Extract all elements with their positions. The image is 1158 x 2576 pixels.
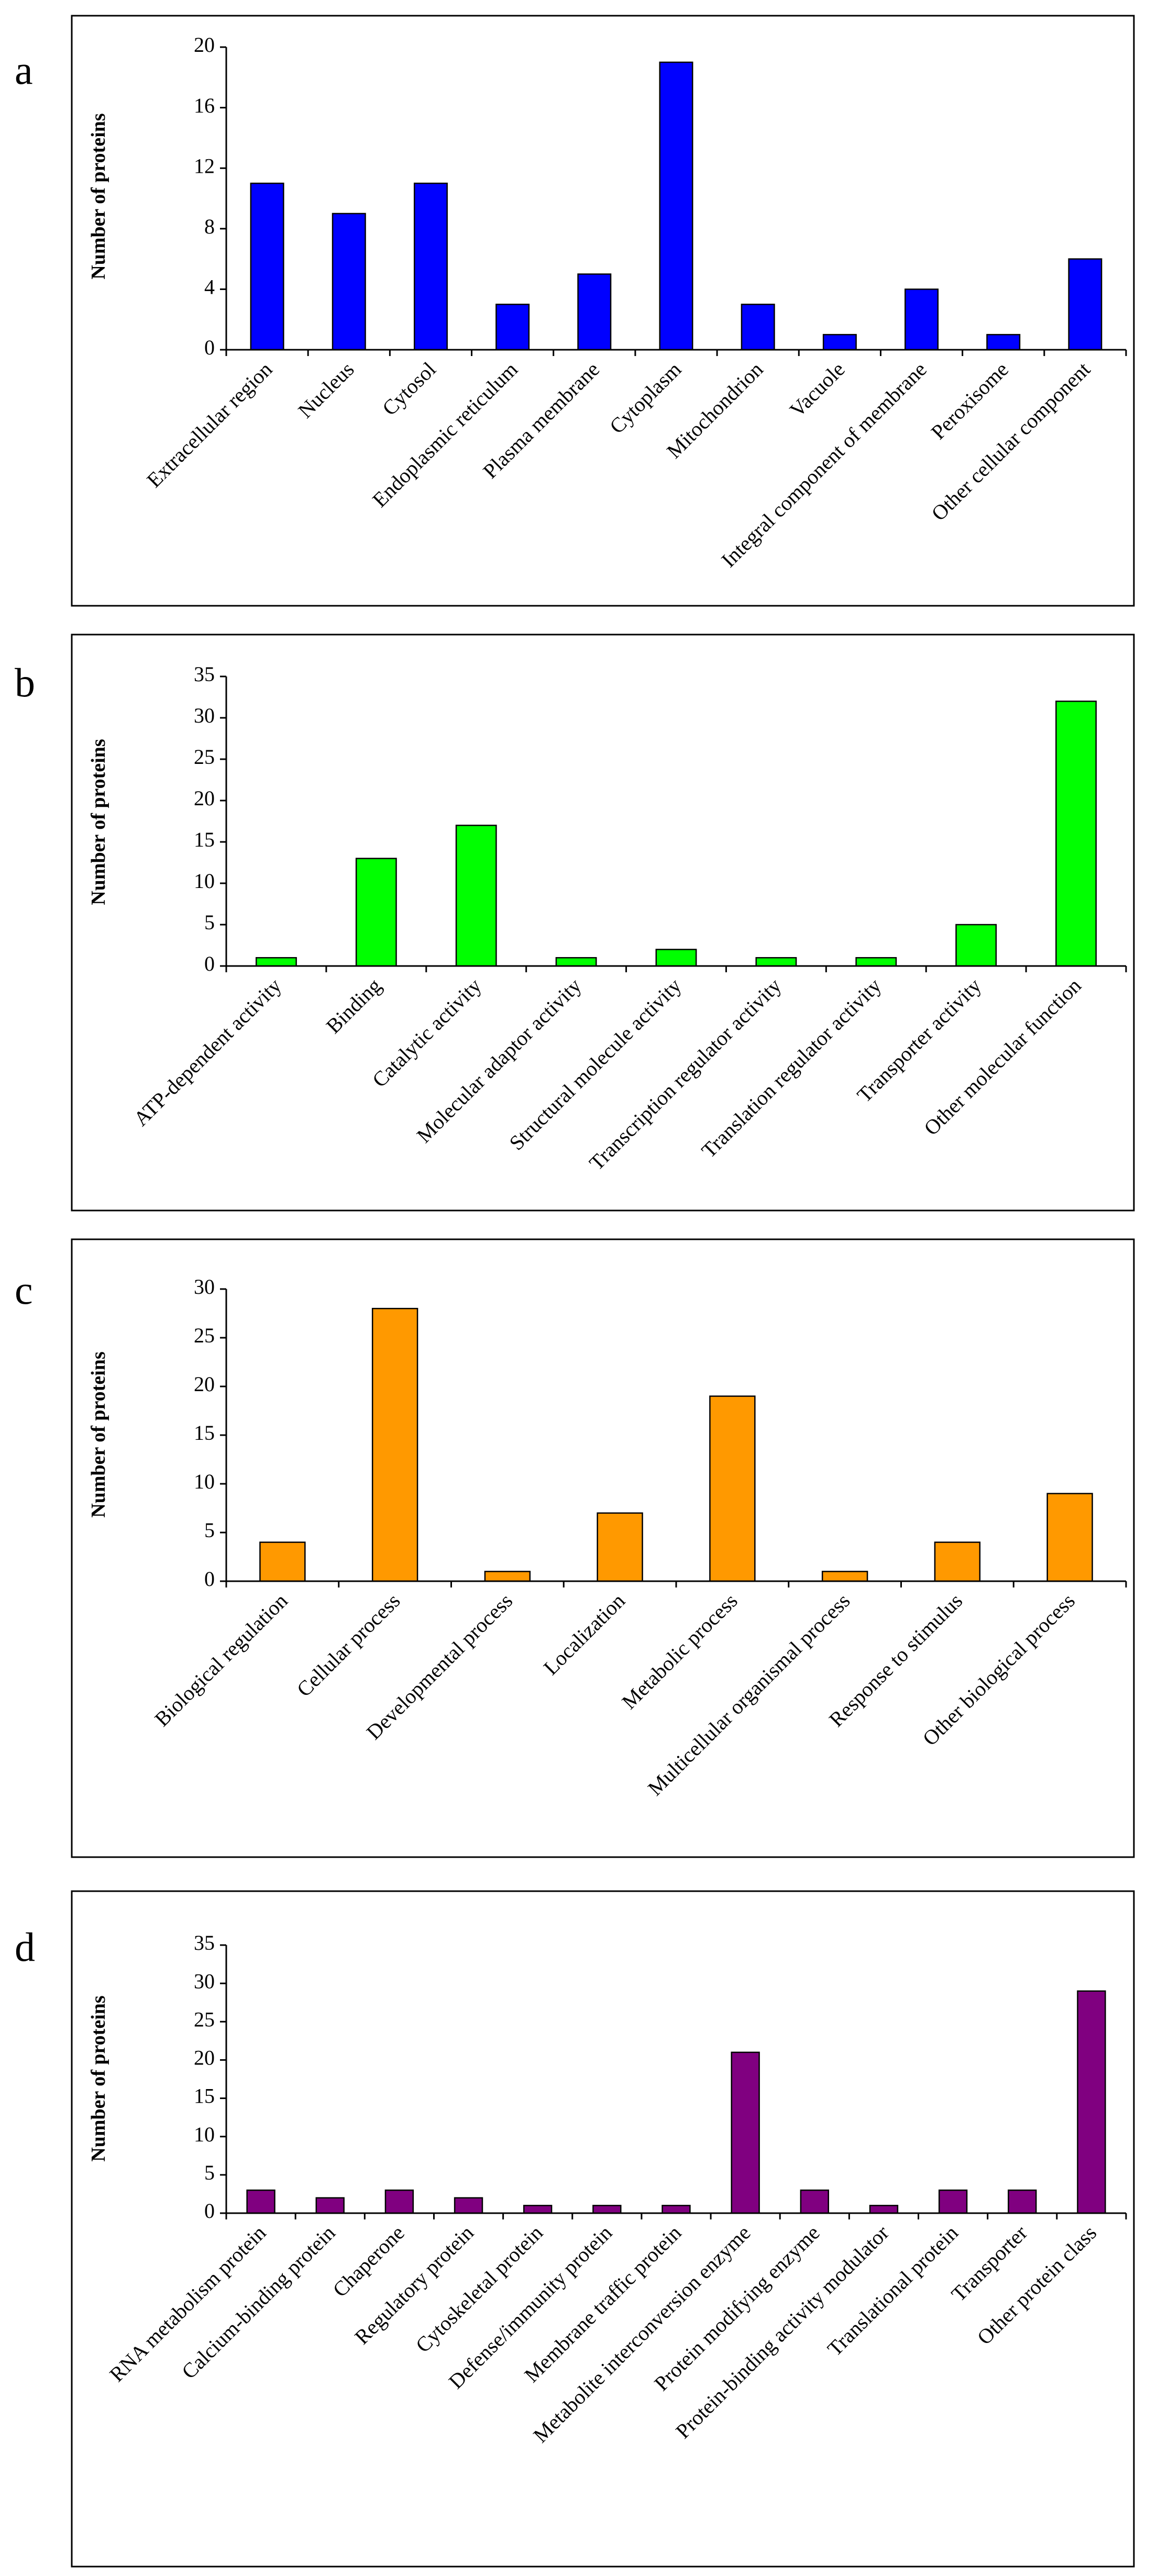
panel-b-bar-molecular-adaptor-activity (555, 957, 597, 967)
panel-a-bar-cytoplasm (659, 61, 693, 351)
panel-a-bar-integral-component-of-membrane (905, 288, 939, 351)
panel-b-ytick-label: 20 (194, 786, 215, 810)
panel-a-bar-plasma-membrane (577, 273, 612, 351)
panel-c-ytick-label: 20 (194, 1372, 215, 1396)
panel-a-bar-vacuole (822, 334, 857, 351)
panel-b-ytick-label: 10 (194, 869, 215, 893)
panel-c-bar-localization (597, 1512, 643, 1582)
panel-b-bar-other-molecular-function (1055, 701, 1097, 967)
panel-d-bar-calcium-binding-protein (315, 2197, 345, 2214)
panel-b-ytick-label: 35 (194, 662, 215, 686)
panel-d-ylabel: Number of proteins (87, 1995, 109, 2161)
panel-d-letter: d (15, 1924, 35, 1970)
panel-d-bar-translational-protein (938, 2189, 968, 2214)
panel-a: a Number of proteins048121620Extracellul… (15, 15, 1135, 607)
panel-b-ytick-label: 5 (204, 911, 215, 934)
panel-b-ylabel: Number of proteins (87, 739, 109, 905)
panel-b-letter: b (15, 660, 35, 705)
panel-a-bar-endoplasmic-reticulum (495, 304, 530, 351)
panel-a-ytick-label: 0 (204, 336, 215, 359)
panel-c-letter: c (15, 1267, 33, 1313)
panel-a-ytick-label: 12 (194, 154, 215, 177)
panel-a-bar-other-cellular-component (1068, 258, 1102, 351)
panel-a-bar-mitochondrion (741, 304, 775, 351)
panel-c: c Number of proteins051015202530Biologic… (15, 1238, 1135, 1858)
panel-c-bar-biological-regulation (259, 1541, 306, 1582)
panel-d-bar-other-protein-class (1077, 1990, 1106, 2214)
panel-c-bar-cellular-process (371, 1307, 418, 1582)
panel-d-ytick-label: 0 (204, 2199, 215, 2223)
panel-b-bar-transcription-regulator-activity (755, 957, 797, 967)
panel-d-bar-defense-immunity-protein (592, 2205, 622, 2214)
panel-b-bar-transporter-activity (955, 924, 997, 967)
panel-c-bar-multicellular-organismal-process (821, 1571, 868, 1582)
panel-b-bar-catalytic-activity (455, 825, 497, 967)
panel-a-ytick-label: 8 (204, 215, 215, 238)
panel-b-frame (71, 634, 1135, 1212)
panel-c-ytick-label: 25 (194, 1324, 215, 1347)
panel-c-ytick-label: 0 (204, 1567, 215, 1591)
panel-d-bar-cytoskeletal-protein (523, 2205, 553, 2214)
panel-a-letter: a (15, 47, 33, 93)
panel-d-ytick-label: 10 (194, 2123, 215, 2146)
panel-c-bar-other-biological-process (1046, 1493, 1093, 1582)
panel-a-bar-peroxisome (986, 334, 1021, 351)
panel-d-ytick-label: 15 (194, 2084, 215, 2108)
panel-b-ytick-label: 15 (194, 828, 215, 851)
panel-a-ytick-label: 16 (194, 94, 215, 117)
panel-c-bar-developmental-process (484, 1571, 531, 1582)
panel-d-bar-rna-metabolism-protein (246, 2189, 275, 2214)
panel-d-bar-metabolite-interconversion-enzyme (731, 2051, 760, 2214)
panel-d-bar-protein-modifying-enzyme (800, 2189, 829, 2214)
panel-b-ytick-label: 25 (194, 745, 215, 769)
panel-c-ytick-label: 10 (194, 1470, 215, 1493)
panel-d-ytick-label: 20 (194, 2046, 215, 2070)
panel-d-bar-protein-binding-activity-modulator (869, 2205, 899, 2214)
panel-d-ytick-label: 25 (194, 2007, 215, 2031)
panel-c-ytick-label: 15 (194, 1421, 215, 1445)
panel-a-bar-extracellular-region (250, 182, 284, 351)
panel-b-bar-translation-regulator-activity (855, 957, 897, 967)
panel-c-bar-metabolic-process (709, 1395, 756, 1582)
panel-b-bar-binding (355, 858, 397, 967)
panel-a-ytick-label: 4 (204, 275, 215, 299)
panel-c-ytick-label: 30 (194, 1275, 215, 1298)
panel-a-bar-cytosol (413, 182, 448, 351)
panel-a-bar-nucleus (332, 213, 366, 351)
panel-b-bar-atp-dependent-activity (256, 957, 297, 967)
panel-c-ylabel: Number of proteins (87, 1351, 109, 1517)
panel-b-ytick-label: 30 (194, 704, 215, 727)
panel-b: b Number of proteins05101520253035ATP-de… (15, 634, 1135, 1212)
panel-d-ytick-label: 35 (194, 1931, 215, 1955)
panel-d-bar-membrane-traffic-protein (661, 2205, 691, 2214)
panel-b-bar-structural-molecule-activity (655, 949, 697, 967)
panel-a-ylabel: Number of proteins (87, 113, 109, 279)
panel-c-bar-response-to-stimulus (934, 1541, 981, 1582)
panel-a-ytick-label: 20 (194, 33, 215, 57)
panel-d-bar-regulatory-protein (454, 2197, 483, 2214)
panel-d-frame (71, 1890, 1135, 2568)
panel-b-ytick-label: 0 (204, 952, 215, 975)
panel-d-bar-chaperone (384, 2189, 414, 2214)
panel-d-ytick-label: 5 (204, 2161, 215, 2184)
panel-d-bar-transporter (1008, 2189, 1037, 2214)
panel-c-ytick-label: 5 (204, 1518, 215, 1542)
panel-d-ytick-label: 30 (194, 1969, 215, 1993)
